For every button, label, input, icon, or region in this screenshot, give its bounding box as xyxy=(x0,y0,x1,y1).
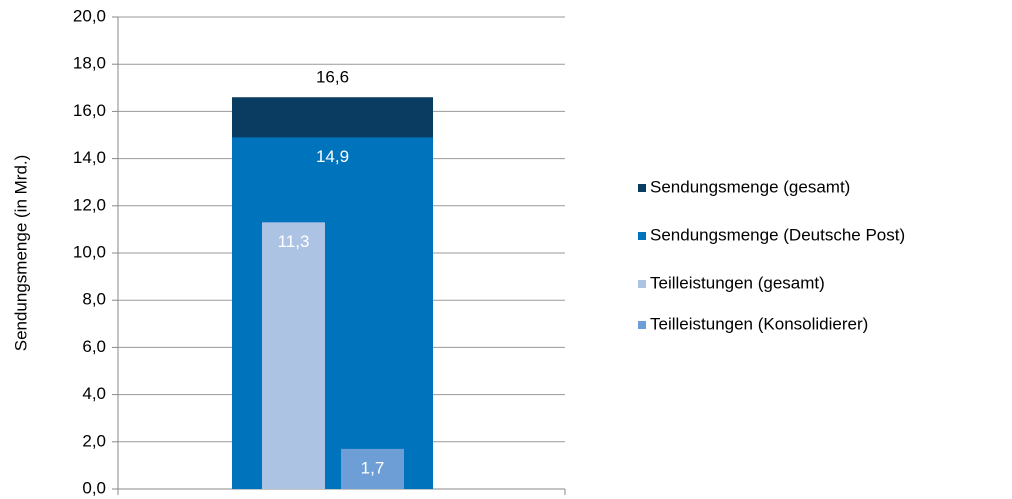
y-tick-label: 10,0 xyxy=(73,242,106,261)
legend-swatch xyxy=(638,321,646,329)
y-tick-label: 0,0 xyxy=(82,478,106,497)
legend-swatch xyxy=(638,280,646,288)
y-tick-label: 8,0 xyxy=(82,290,106,309)
legend-label: Sendungsmenge (Deutsche Post) xyxy=(650,225,905,244)
y-axis-label: Sendungsmenge (in Mrd.) xyxy=(11,155,30,352)
y-tick-label: 18,0 xyxy=(73,54,106,73)
bar xyxy=(341,448,404,489)
data-label: 11,3 xyxy=(278,232,310,251)
y-tick-label: 6,0 xyxy=(82,337,106,356)
data-label: 14,9 xyxy=(316,147,349,166)
legend-swatch xyxy=(638,184,646,192)
data-label: 1,7 xyxy=(361,458,385,477)
y-tick-label: 12,0 xyxy=(73,195,106,214)
y-tick-label: 16,0 xyxy=(73,101,106,120)
legend-swatch xyxy=(638,232,646,240)
y-tick-label: 4,0 xyxy=(82,384,106,403)
y-tick-label: 20,0 xyxy=(73,6,106,25)
legend-label: Teilleistungen (Konsolidierer) xyxy=(650,314,868,333)
y-tick-label: 14,0 xyxy=(73,148,106,167)
y-tick-label: 2,0 xyxy=(82,431,106,450)
legend-label: Sendungsmenge (gesamt) xyxy=(650,177,850,196)
bar xyxy=(262,222,325,489)
legend-label: Teilleistungen (gesamt) xyxy=(650,273,825,292)
data-label: 16,6 xyxy=(316,68,349,87)
